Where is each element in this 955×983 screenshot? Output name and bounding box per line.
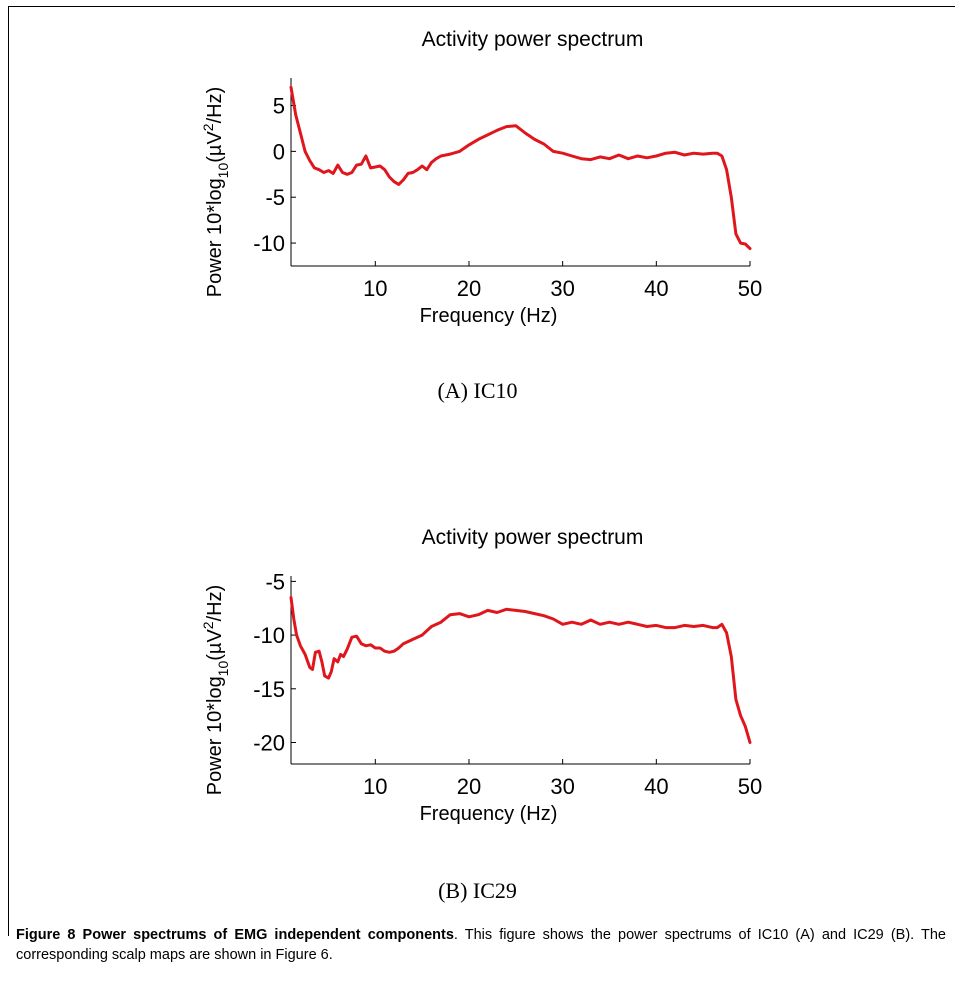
chart-b-y-label: Power 10*log10(µV2/Hz) [200,585,231,796]
chart-a-y-tick-label-2: -5 [265,185,285,210]
chart-b-y-tick-label-0: -5 [265,569,285,594]
chart-a-x-tick-label-1: 20 [457,276,481,301]
chart-b-x-tick-label-3: 40 [644,774,668,799]
chart-b-series-line-0 [289,596,752,744]
chart-a-y-tick-label-1: 0 [273,139,285,164]
chart-b-y-tick-label-2: -15 [253,677,285,702]
chart-panel-a: Activity power spectrum 10 20 30 40 50 5 0 -5 -10… [195,10,815,355]
figure-caption-text: . This figure shows the power spectrums … [16,927,946,963]
panel-a-label: (A) IC10 [437,378,518,403]
chart-a-x-tick-label-4: 50 [738,276,762,301]
chart-a-x-tick-label-3: 40 [644,276,668,301]
chart-b-x-tick-label-2: 30 [550,774,574,799]
chart-b-svg: Activity power spectrum 10 20 30 40 50 -5 -10 -1… [200,526,762,825]
chart-b-title: Activity power spectrum [422,526,644,549]
chart-a-x-label: Frequency (Hz) [420,305,558,327]
chart-b-y-tick-label-1: -10 [253,623,285,648]
chart-b-x-tick-label-4: 50 [738,774,762,799]
chart-a-series-line-0 [289,85,752,251]
chart-a-y-tick-label-0: 5 [273,94,285,119]
chart-b-x-tick-label-1: 20 [457,774,481,799]
chart-b-x-label: Frequency (Hz) [420,803,558,825]
chart-a-y-tick-label-3: -10 [253,231,285,256]
chart-a-y-label: Power 10*log10(µV2/Hz) [200,87,231,298]
figure-caption-title: Figure 8 Power spectrums of EMG independ… [16,927,454,943]
chart-a-x-tick-label-2: 30 [550,276,574,301]
chart-b-x-tick-label-0: 10 [363,774,387,799]
chart-a-title: Activity power spectrum [422,28,644,51]
figure-frame-left [8,6,9,936]
figure-caption: Figure 8 Power spectrums of EMG independ… [16,925,946,965]
chart-b-y-tick-label-3: -20 [253,731,285,756]
figure-frame-top [8,6,955,7]
chart-panel-b: Activity power spectrum 10 20 30 40 50 -5 -10 -1… [195,508,815,853]
chart-a-x-tick-label-0: 10 [363,276,387,301]
panel-b-label: (B) IC29 [438,878,517,903]
